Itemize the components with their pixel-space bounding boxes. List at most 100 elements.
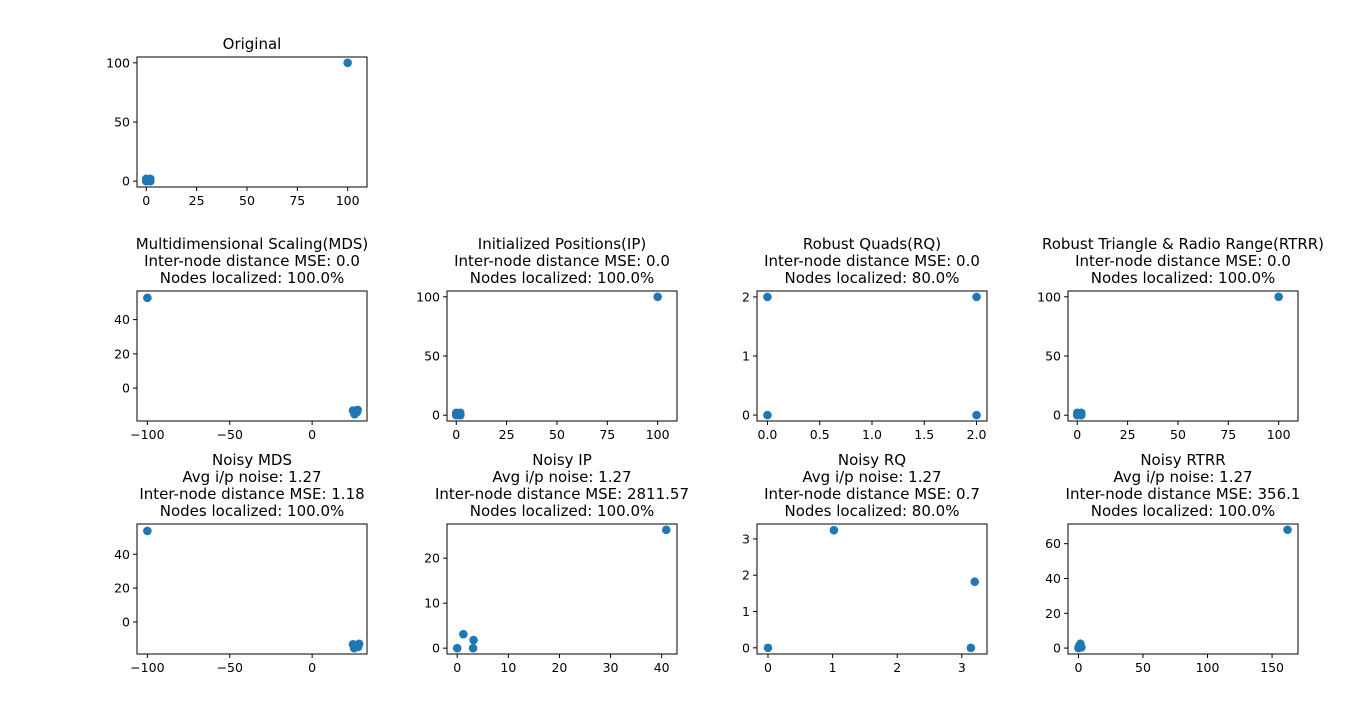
- subplot-title-line: Original: [223, 35, 282, 53]
- x-tick-label: 1.0: [862, 427, 882, 442]
- subplot-title-line: Nodes localized: 100.0%: [470, 269, 655, 287]
- x-tick-label: 1: [829, 660, 837, 675]
- subplot-title-line: Inter-node distance MSE: 0.0: [454, 252, 670, 270]
- x-tick-label: 0: [308, 427, 316, 442]
- y-tick-label: 1: [742, 349, 750, 364]
- y-tick-label: 0: [432, 408, 440, 423]
- subplot-title-line: Nodes localized: 100.0%: [470, 502, 655, 520]
- subplot-title-line: Nodes localized: 80.0%: [785, 502, 960, 520]
- x-tick-label: 25: [1120, 427, 1136, 442]
- x-tick-label: 50: [239, 193, 255, 208]
- subplot-title-line: Nodes localized: 100.0%: [160, 502, 345, 520]
- subplot-title-line: Inter-node distance MSE: 0.7: [764, 485, 980, 503]
- x-tick-label: 0: [764, 660, 772, 675]
- y-tick-label: 0: [122, 381, 130, 396]
- y-tick-label: 50: [1045, 349, 1061, 364]
- subplot-title-line: Initialized Positions(IP): [478, 235, 646, 253]
- data-point: [468, 643, 478, 653]
- x-tick-label: 0: [1073, 427, 1081, 442]
- data-point: [972, 410, 981, 420]
- data-point: [145, 174, 155, 184]
- subplot-title-line: Inter-node distance MSE: 0.0: [1075, 252, 1291, 270]
- x-tick-label: 0: [453, 660, 461, 675]
- x-tick-label: 1.5: [914, 427, 934, 442]
- y-tick-label: 0: [122, 174, 130, 189]
- data-point: [353, 405, 362, 415]
- axes-frame: [756, 523, 988, 655]
- subplot-title-line: Robust Triangle & Radio Range(RTRR): [1042, 235, 1324, 253]
- y-tick-label: 0: [432, 641, 440, 656]
- data-point: [1077, 643, 1086, 652]
- subplot-title-line: Multidimensional Scaling(MDS): [136, 235, 369, 253]
- y-tick-label: 60: [1045, 536, 1061, 551]
- subplot-title-line: Inter-node distance MSE: 1.18: [139, 485, 364, 503]
- x-tick-label: 100: [646, 427, 670, 442]
- data-point: [829, 525, 839, 535]
- y-tick-label: 20: [424, 551, 440, 566]
- x-tick-label: 50: [1170, 427, 1186, 442]
- y-tick-label: 20: [114, 346, 130, 361]
- data-point: [459, 629, 468, 639]
- y-tick-label: 0: [1053, 408, 1061, 423]
- data-point: [1076, 408, 1086, 418]
- y-tick-label: 3: [742, 531, 750, 546]
- y-tick-label: 2: [742, 289, 750, 304]
- y-tick-label: 2: [742, 568, 750, 583]
- x-tick-label: 2: [893, 660, 901, 675]
- subplot-title-line: Inter-node distance MSE: 2811.57: [435, 485, 689, 503]
- data-point: [343, 58, 352, 68]
- x-tick-label: 75: [289, 193, 305, 208]
- data-point: [972, 292, 981, 302]
- subplot-title-line: Robust Quads(RQ): [803, 235, 941, 253]
- subplot-title-line: Noisy MDS: [212, 451, 292, 469]
- x-tick-label: 10: [500, 660, 516, 675]
- data-point: [763, 643, 773, 653]
- subplot-rtrr: Robust Triangle & Radio Range(RTRR)Inter…: [1037, 235, 1324, 442]
- x-tick-label: 2.0: [967, 427, 987, 442]
- x-tick-label: −50: [217, 427, 243, 442]
- axes-frame: [136, 290, 368, 422]
- subplot-title-line: Inter-node distance MSE: 0.0: [144, 252, 360, 270]
- data-point: [1274, 292, 1283, 302]
- subplot-rq: Robust Quads(RQ)Inter-node distance MSE:…: [742, 235, 988, 442]
- x-tick-label: 100: [1196, 660, 1220, 675]
- x-tick-label: 50: [549, 427, 565, 442]
- x-tick-label: 150: [1260, 660, 1284, 675]
- x-tick-label: 20: [551, 660, 567, 675]
- subplot-title-line: Inter-node distance MSE: 356.1: [1066, 485, 1301, 503]
- subplot-title-line: Avg i/p noise: 1.27: [1113, 468, 1252, 486]
- y-tick-label: 0: [742, 640, 750, 655]
- y-tick-label: 0: [122, 615, 130, 630]
- y-tick-label: 50: [114, 115, 130, 130]
- axes-frame: [136, 56, 368, 188]
- y-tick-label: 40: [114, 547, 130, 562]
- x-tick-label: 0.0: [758, 427, 778, 442]
- subplot-ip: Initialized Positions(IP)Inter-node dist…: [416, 235, 678, 442]
- y-tick-label: 100: [1037, 289, 1061, 304]
- data-point: [763, 410, 772, 420]
- y-tick-label: 20: [1045, 606, 1061, 621]
- subplot-title-line: Nodes localized: 80.0%: [785, 269, 960, 287]
- axes-frame: [446, 523, 678, 655]
- subplot-mds: Multidimensional Scaling(MDS)Inter-node …: [114, 235, 368, 442]
- x-tick-label: 25: [499, 427, 515, 442]
- x-tick-label: 0: [1074, 660, 1082, 675]
- subplot-title-line: Noisy RTRR: [1140, 451, 1225, 469]
- x-tick-label: −100: [130, 660, 164, 675]
- y-tick-label: 40: [1045, 571, 1061, 586]
- data-point: [455, 408, 465, 418]
- data-point: [452, 643, 462, 653]
- y-tick-label: 40: [114, 312, 130, 327]
- y-tick-label: 50: [424, 349, 440, 364]
- subplot-title-line: Avg i/p noise: 1.27: [802, 468, 941, 486]
- x-tick-label: 0: [142, 193, 150, 208]
- data-point: [143, 526, 152, 536]
- x-tick-label: 30: [603, 660, 619, 675]
- subplot-original: Original 0 25 50 75 100 0 50 100: [106, 35, 368, 208]
- data-point: [353, 642, 363, 652]
- data-point: [143, 293, 152, 303]
